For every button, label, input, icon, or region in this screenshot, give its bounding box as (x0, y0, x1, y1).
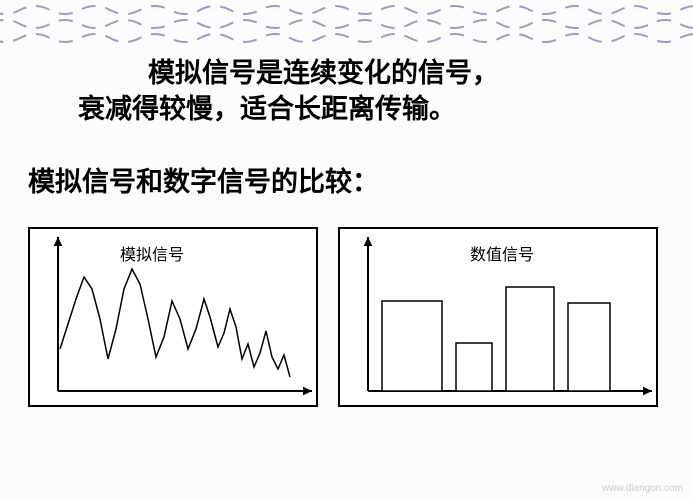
slide-content: 模拟信号是连续变化的信号， 衰减得较慢，适合长距离传输。 模拟信号和数字信号的比… (0, 0, 693, 407)
main-paragraph: 模拟信号是连续变化的信号， 衰减得较慢，适合长距离传输。 (0, 55, 693, 128)
comparison-subtitle: 模拟信号和数字信号的比较： (0, 160, 693, 199)
digital-chart-label: 数值信号 (470, 241, 534, 265)
paragraph-line-1: 模拟信号是连续变化的信号， (48, 55, 663, 91)
watermark: www.diangon.com (602, 483, 683, 494)
analog-signal-chart: 模拟信号 (28, 227, 318, 407)
digital-signal-chart: 数值信号 (338, 227, 658, 407)
decorative-header (0, 0, 693, 48)
analog-chart-label: 模拟信号 (120, 241, 184, 265)
charts-row: 模拟信号 数值信号 (0, 227, 693, 407)
paragraph-line-2: 衰减得较慢，适合长距离传输。 (48, 91, 663, 127)
